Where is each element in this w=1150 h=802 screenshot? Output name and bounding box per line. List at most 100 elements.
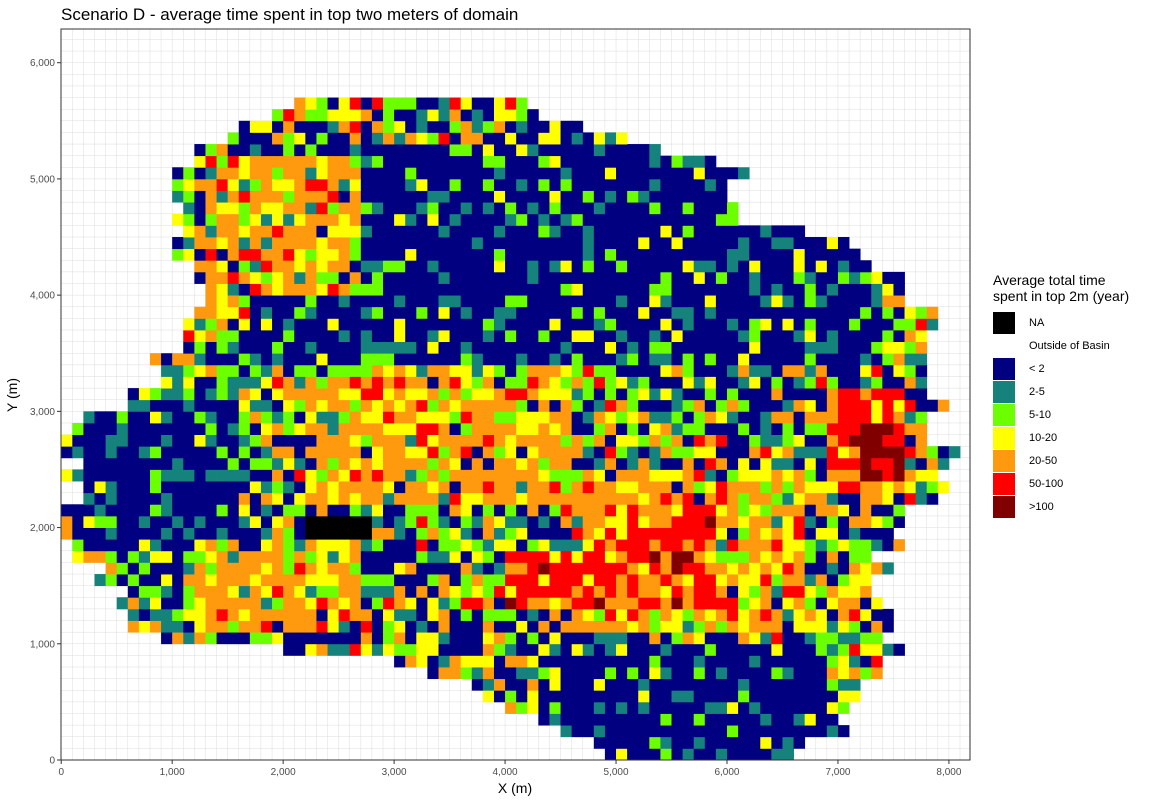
- heatmap-cell: [260, 446, 273, 459]
- heatmap-cell: [305, 144, 317, 157]
- y-tick-label: 1,000: [30, 639, 55, 650]
- heatmap-cell: [604, 748, 617, 761]
- heatmap-cell: [449, 341, 462, 354]
- heatmap-cell: [649, 632, 661, 645]
- heatmap-cell: [449, 527, 462, 540]
- heatmap-cell: [360, 167, 373, 180]
- heatmap-cell: [749, 248, 761, 261]
- heatmap-cell: [649, 306, 661, 319]
- heatmap-cell: [726, 620, 739, 633]
- heatmap-cell: [260, 213, 273, 226]
- heatmap-cell: [371, 515, 384, 528]
- heatmap-cell: [704, 202, 717, 215]
- heatmap-cell: [738, 225, 750, 238]
- heatmap-cell: [349, 504, 362, 517]
- heatmap-cell: [749, 399, 761, 412]
- heatmap-cell: [860, 492, 872, 505]
- heatmap-cell: [638, 736, 650, 749]
- heatmap-cell: [205, 550, 217, 563]
- heatmap-cell: [416, 608, 428, 621]
- heatmap-cell: [593, 597, 606, 610]
- heatmap-cell: [216, 202, 229, 215]
- heatmap-cell: [604, 550, 617, 563]
- heatmap-cell: [493, 120, 506, 133]
- heatmap-cell: [749, 713, 761, 726]
- heatmap-cell: [849, 295, 861, 308]
- heatmap-cell: [738, 515, 750, 528]
- heatmap-cell: [405, 295, 417, 308]
- heatmap-cell: [671, 550, 684, 563]
- heatmap-cell: [360, 643, 373, 656]
- heatmap-cell: [815, 376, 828, 389]
- heatmap-cell: [449, 260, 462, 273]
- heatmap-cell: [948, 446, 961, 459]
- heatmap-cell: [593, 469, 606, 482]
- heatmap-cell: [482, 295, 495, 308]
- heatmap-cell: [238, 248, 251, 261]
- heatmap-cell: [638, 237, 650, 250]
- heatmap-cell: [116, 481, 129, 494]
- heatmap-cell: [616, 202, 628, 215]
- heatmap-cell: [449, 388, 462, 401]
- heatmap-cell: [238, 632, 251, 645]
- heatmap-cell: [926, 457, 939, 470]
- heatmap-cell: [726, 399, 739, 412]
- heatmap-cell: [715, 248, 728, 261]
- heatmap-cell: [715, 167, 728, 180]
- heatmap-cell: [149, 539, 162, 552]
- heatmap-cell: [849, 248, 861, 261]
- heatmap-cell: [871, 341, 883, 354]
- heatmap-cell: [205, 376, 217, 389]
- heatmap-cell: [394, 353, 406, 366]
- heatmap-cell: [782, 620, 794, 633]
- heatmap-cell: [837, 260, 850, 273]
- heatmap-cell: [715, 481, 728, 494]
- heatmap-cell: [405, 388, 417, 401]
- heatmap-cell: [283, 167, 295, 180]
- heatmap-cell: [527, 341, 539, 354]
- heatmap-cell: [482, 411, 495, 424]
- heatmap-cell: [837, 585, 850, 598]
- heatmap-cell: [383, 597, 395, 610]
- heatmap-cell: [272, 318, 284, 331]
- heatmap-cell: [172, 562, 184, 575]
- heatmap-cell: [249, 260, 262, 273]
- heatmap-cell: [826, 690, 839, 703]
- heatmap-cell: [793, 678, 806, 691]
- heatmap-cell: [926, 446, 939, 459]
- heatmap-cell: [704, 585, 717, 598]
- heatmap-cell: [227, 492, 240, 505]
- heatmap-cell: [272, 237, 284, 250]
- heatmap-cell: [771, 678, 783, 691]
- heatmap-cell: [205, 434, 217, 447]
- heatmap-cell: [316, 608, 328, 621]
- heatmap-cell: [227, 504, 240, 517]
- heatmap-cell: [183, 318, 195, 331]
- heatmap-cell: [771, 411, 783, 424]
- heatmap-cell: [771, 690, 783, 703]
- heatmap-cell: [871, 481, 883, 494]
- heatmap-cell: [249, 399, 262, 412]
- heatmap-cell: [394, 597, 406, 610]
- heatmap-cell: [893, 283, 905, 296]
- heatmap-cell: [305, 550, 317, 563]
- heatmap-cell: [582, 260, 595, 273]
- heatmap-cell: [671, 306, 684, 319]
- legend-key: [993, 472, 1015, 495]
- x-tick-label: 1,000: [160, 767, 185, 778]
- heatmap-cell: [471, 155, 484, 168]
- heatmap-cell: [660, 341, 672, 354]
- heatmap-cell: [327, 260, 340, 273]
- heatmap-cell: [660, 213, 672, 226]
- heatmap-cell: [627, 213, 639, 226]
- heatmap-cell: [671, 422, 684, 435]
- heatmap-cell: [305, 353, 317, 366]
- heatmap-cell: [538, 120, 550, 133]
- heatmap-cell: [593, 481, 606, 494]
- heatmap-cell: [804, 330, 817, 343]
- heatmap-cell: [482, 109, 495, 122]
- heatmap-cell: [427, 213, 439, 226]
- heatmap-cell: [704, 736, 717, 749]
- heatmap-cell: [416, 504, 428, 517]
- heatmap-cell: [405, 411, 417, 424]
